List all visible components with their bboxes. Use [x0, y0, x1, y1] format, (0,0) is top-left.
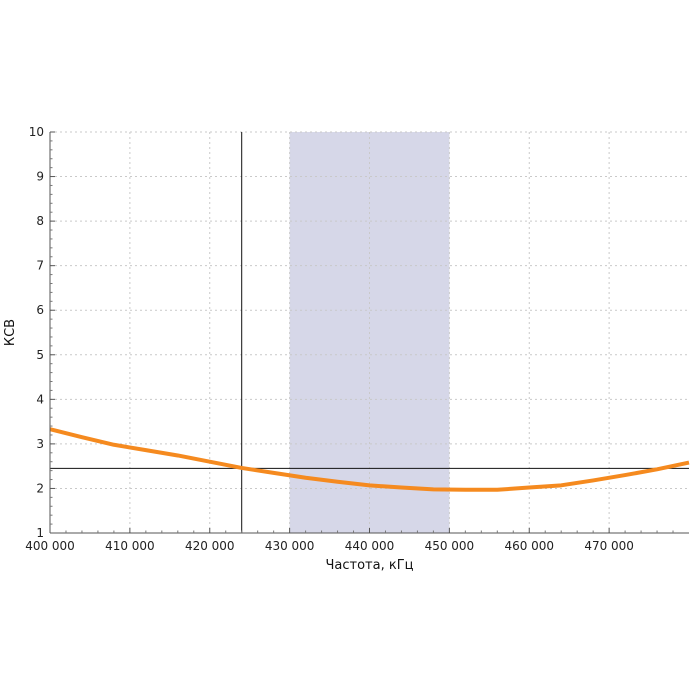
x-tick-label: 440 000: [345, 539, 395, 553]
x-tick-label: 450 000: [425, 539, 475, 553]
x-tick-label: 410 000: [105, 539, 155, 553]
y-axis-title: КСВ: [3, 319, 18, 346]
x-tick-label: 400 000: [25, 539, 75, 553]
x-axis-title: Частота, кГц: [326, 558, 414, 573]
y-tick-label: 10: [29, 125, 44, 139]
x-tick-label: 430 000: [265, 539, 315, 553]
y-tick-label: 9: [36, 170, 44, 184]
x-tick-label: 470 000: [584, 539, 634, 553]
x-tick-label: 420 000: [185, 539, 235, 553]
x-tick-label: 460 000: [504, 539, 554, 553]
y-tick-label: 7: [36, 259, 44, 273]
y-tick-label: 5: [36, 348, 44, 362]
y-tick-label: 3: [36, 437, 44, 451]
grid-layer: [50, 131, 689, 533]
y-tick-label: 6: [36, 303, 44, 317]
y-tick-label: 1: [36, 526, 44, 540]
y-tick-label: 8: [36, 214, 44, 228]
y-tick-label: 2: [36, 481, 44, 495]
series-layer: [49, 427, 690, 492]
series-line-0: [49, 427, 690, 492]
ticks-layer: 400 000 410 000 420 000 430 000 440 000 450 0…: [25, 125, 674, 553]
y-tick-label: 4: [36, 392, 44, 406]
